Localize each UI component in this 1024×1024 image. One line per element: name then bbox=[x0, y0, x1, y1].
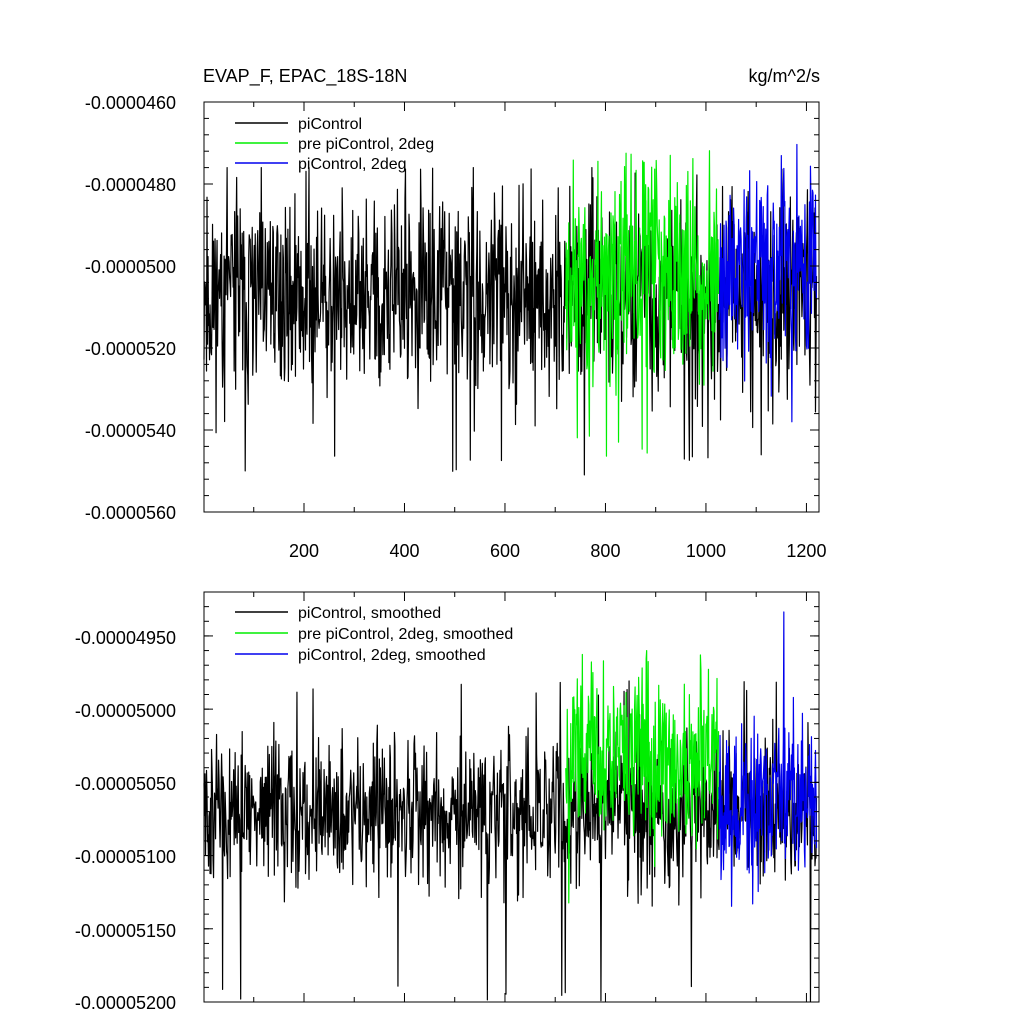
top-legend: piControl pre piControl, 2deg piControl,… bbox=[235, 116, 434, 173]
top-y-tick-label: -0.0000540 bbox=[85, 421, 176, 441]
chart-title: EVAP_F, EPAC_18S-18N bbox=[203, 66, 407, 87]
legend-label: piControl, 2deg bbox=[298, 156, 407, 173]
bottom-y-tick-label: -0.00005200 bbox=[75, 993, 176, 1013]
top-x-tick-label: 1000 bbox=[686, 541, 726, 561]
bottom-y-tick-label: -0.00005100 bbox=[75, 847, 176, 867]
top-x-tick-label: 200 bbox=[289, 541, 319, 561]
top-panel: EVAP_F, EPAC_18S-18N kg/m^2/s -0.0000460… bbox=[85, 66, 827, 561]
top-y-tick-labels: -0.0000460 -0.0000480 -0.0000500 -0.0000… bbox=[85, 93, 176, 523]
bottom-y-tick-label: -0.00005150 bbox=[75, 921, 176, 941]
top-x-tick-label: 600 bbox=[490, 541, 520, 561]
top-x-tick-label: 800 bbox=[590, 541, 620, 561]
bottom-y-tick-labels: -0.00004950 -0.00005000 -0.00005050 -0.0… bbox=[75, 628, 176, 1013]
series-line-2 bbox=[718, 143, 818, 423]
top-x-tick-label: 400 bbox=[389, 541, 419, 561]
bottom-y-tick-label: -0.00005000 bbox=[75, 701, 176, 721]
series-line-0 bbox=[203, 167, 818, 476]
top-y-tick-label: -0.0000480 bbox=[85, 175, 176, 195]
legend-label: pre piControl, 2deg bbox=[298, 136, 434, 153]
series-line-2 bbox=[718, 611, 818, 907]
top-y-tick-label: -0.0000520 bbox=[85, 339, 176, 359]
series-line-1 bbox=[565, 649, 720, 904]
legend-label: piControl, smoothed bbox=[298, 605, 441, 622]
bottom-panel: -0.00004950 -0.00005000 -0.00005050 -0.0… bbox=[75, 591, 820, 1013]
top-x-tick-labels: 200 400 600 800 1000 1200 bbox=[289, 541, 826, 561]
bottom-y-tick-label: -0.00004950 bbox=[75, 628, 176, 648]
series-line-1 bbox=[565, 150, 720, 457]
top-x-tick-label: 1200 bbox=[786, 541, 826, 561]
bottom-y-tick-label: -0.00005050 bbox=[75, 774, 176, 794]
legend-label: piControl bbox=[298, 116, 362, 133]
top-y-tick-label: -0.0000460 bbox=[85, 93, 176, 113]
top-series-group bbox=[203, 143, 818, 476]
legend-label: piControl, 2deg, smoothed bbox=[298, 647, 486, 664]
top-axis-ticks bbox=[204, 101, 819, 513]
chart-units: kg/m^2/s bbox=[749, 66, 820, 86]
bottom-legend: piControl, smoothed pre piControl, 2deg,… bbox=[235, 605, 513, 664]
bottom-axis-ticks bbox=[204, 591, 819, 1003]
legend-label: pre piControl, 2deg, smoothed bbox=[298, 626, 513, 643]
top-y-tick-label: -0.0000560 bbox=[85, 503, 176, 523]
top-y-tick-label: -0.0000500 bbox=[85, 257, 176, 277]
top-plot-frame bbox=[203, 101, 820, 513]
bottom-series-group bbox=[203, 611, 818, 1003]
